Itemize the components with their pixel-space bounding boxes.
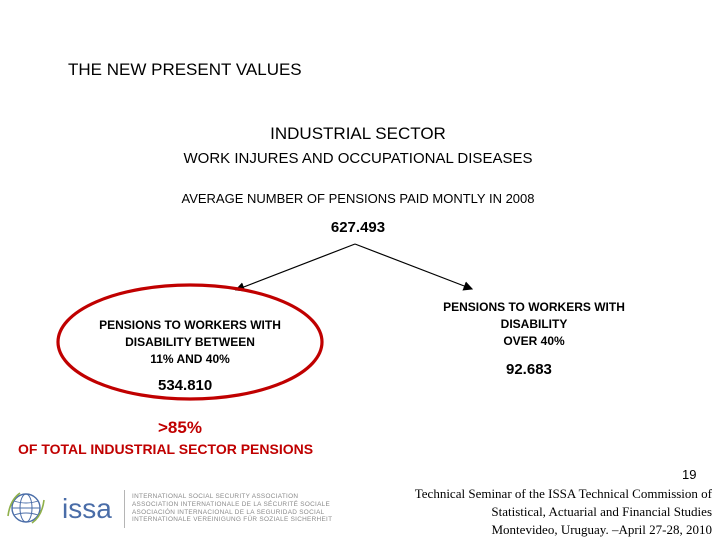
logo-divider (124, 490, 125, 528)
association-names: INTERNATIONAL SOCIAL SECURITY ASSOCIATIO… (132, 493, 332, 524)
left-branch-value: 534.810 (158, 377, 213, 394)
arrow-to-right-branch (354, 243, 474, 291)
issa-logo-word: issa (62, 493, 112, 524)
arrow-to-left-branch (234, 243, 356, 292)
right-branch-value: 92.683 (506, 361, 552, 378)
footer-line2: Statistical, Actuarial and Financial Stu… (491, 504, 712, 519)
left-branch-label: PENSIONS TO WORKERS WITH DISABILITY BETW… (60, 317, 320, 368)
slide-title: THE NEW PRESENT VALUES (68, 60, 302, 79)
sector-subtitle: WORK INJURES AND OCCUPATIONAL DISEASES (183, 150, 533, 167)
share-value: >85% (158, 418, 202, 437)
left-branch-line2: DISABILITY BETWEEN (125, 335, 255, 349)
page-number: 19 (682, 467, 697, 482)
sector-heading: INDUSTRIAL SECTOR (270, 124, 446, 143)
assoc-line: ASSOCIATION INTERNATIONALE DE LA SÉCURIT… (132, 500, 331, 508)
assoc-line: INTERNATIONAL SOCIAL SECURITY ASSOCIATIO… (132, 493, 299, 500)
left-branch-line3: 11% AND 40% (150, 352, 230, 366)
assoc-line: INTERNATIONALE VEREINIGUNG FÜR SOZIALE S… (132, 516, 333, 524)
left-branch-line1: PENSIONS TO WORKERS WITH (99, 318, 281, 332)
right-branch-line1: PENSIONS TO WORKERS WITH (443, 300, 625, 314)
assoc-line: ASOCIACIÓN INTERNACIONAL DE LA SEGURIDAD… (132, 508, 325, 516)
average-value: 627.493 (330, 219, 386, 236)
average-label: AVERAGE NUMBER OF PENSIONS PAID MONTLY I… (181, 191, 535, 206)
footer-line3: Montevideo, Uruguay. –April 27-28, 2010 (491, 522, 713, 537)
highlight-ellipse (56, 283, 324, 401)
right-branch-line3: OVER 40% (503, 334, 565, 348)
right-branch-line2: DISABILITY (500, 317, 568, 331)
right-branch-label: PENSIONS TO WORKERS WITH DISABILITY OVER… (404, 299, 664, 350)
footer-line1: Technical Seminar of the ISSA Technical … (414, 486, 712, 501)
share-label: OF TOTAL INDUSTRIAL SECTOR PENSIONS (18, 441, 314, 457)
globe-icon (7, 492, 45, 524)
footer-text: Technical Seminar of the ISSA Technical … (352, 485, 712, 539)
